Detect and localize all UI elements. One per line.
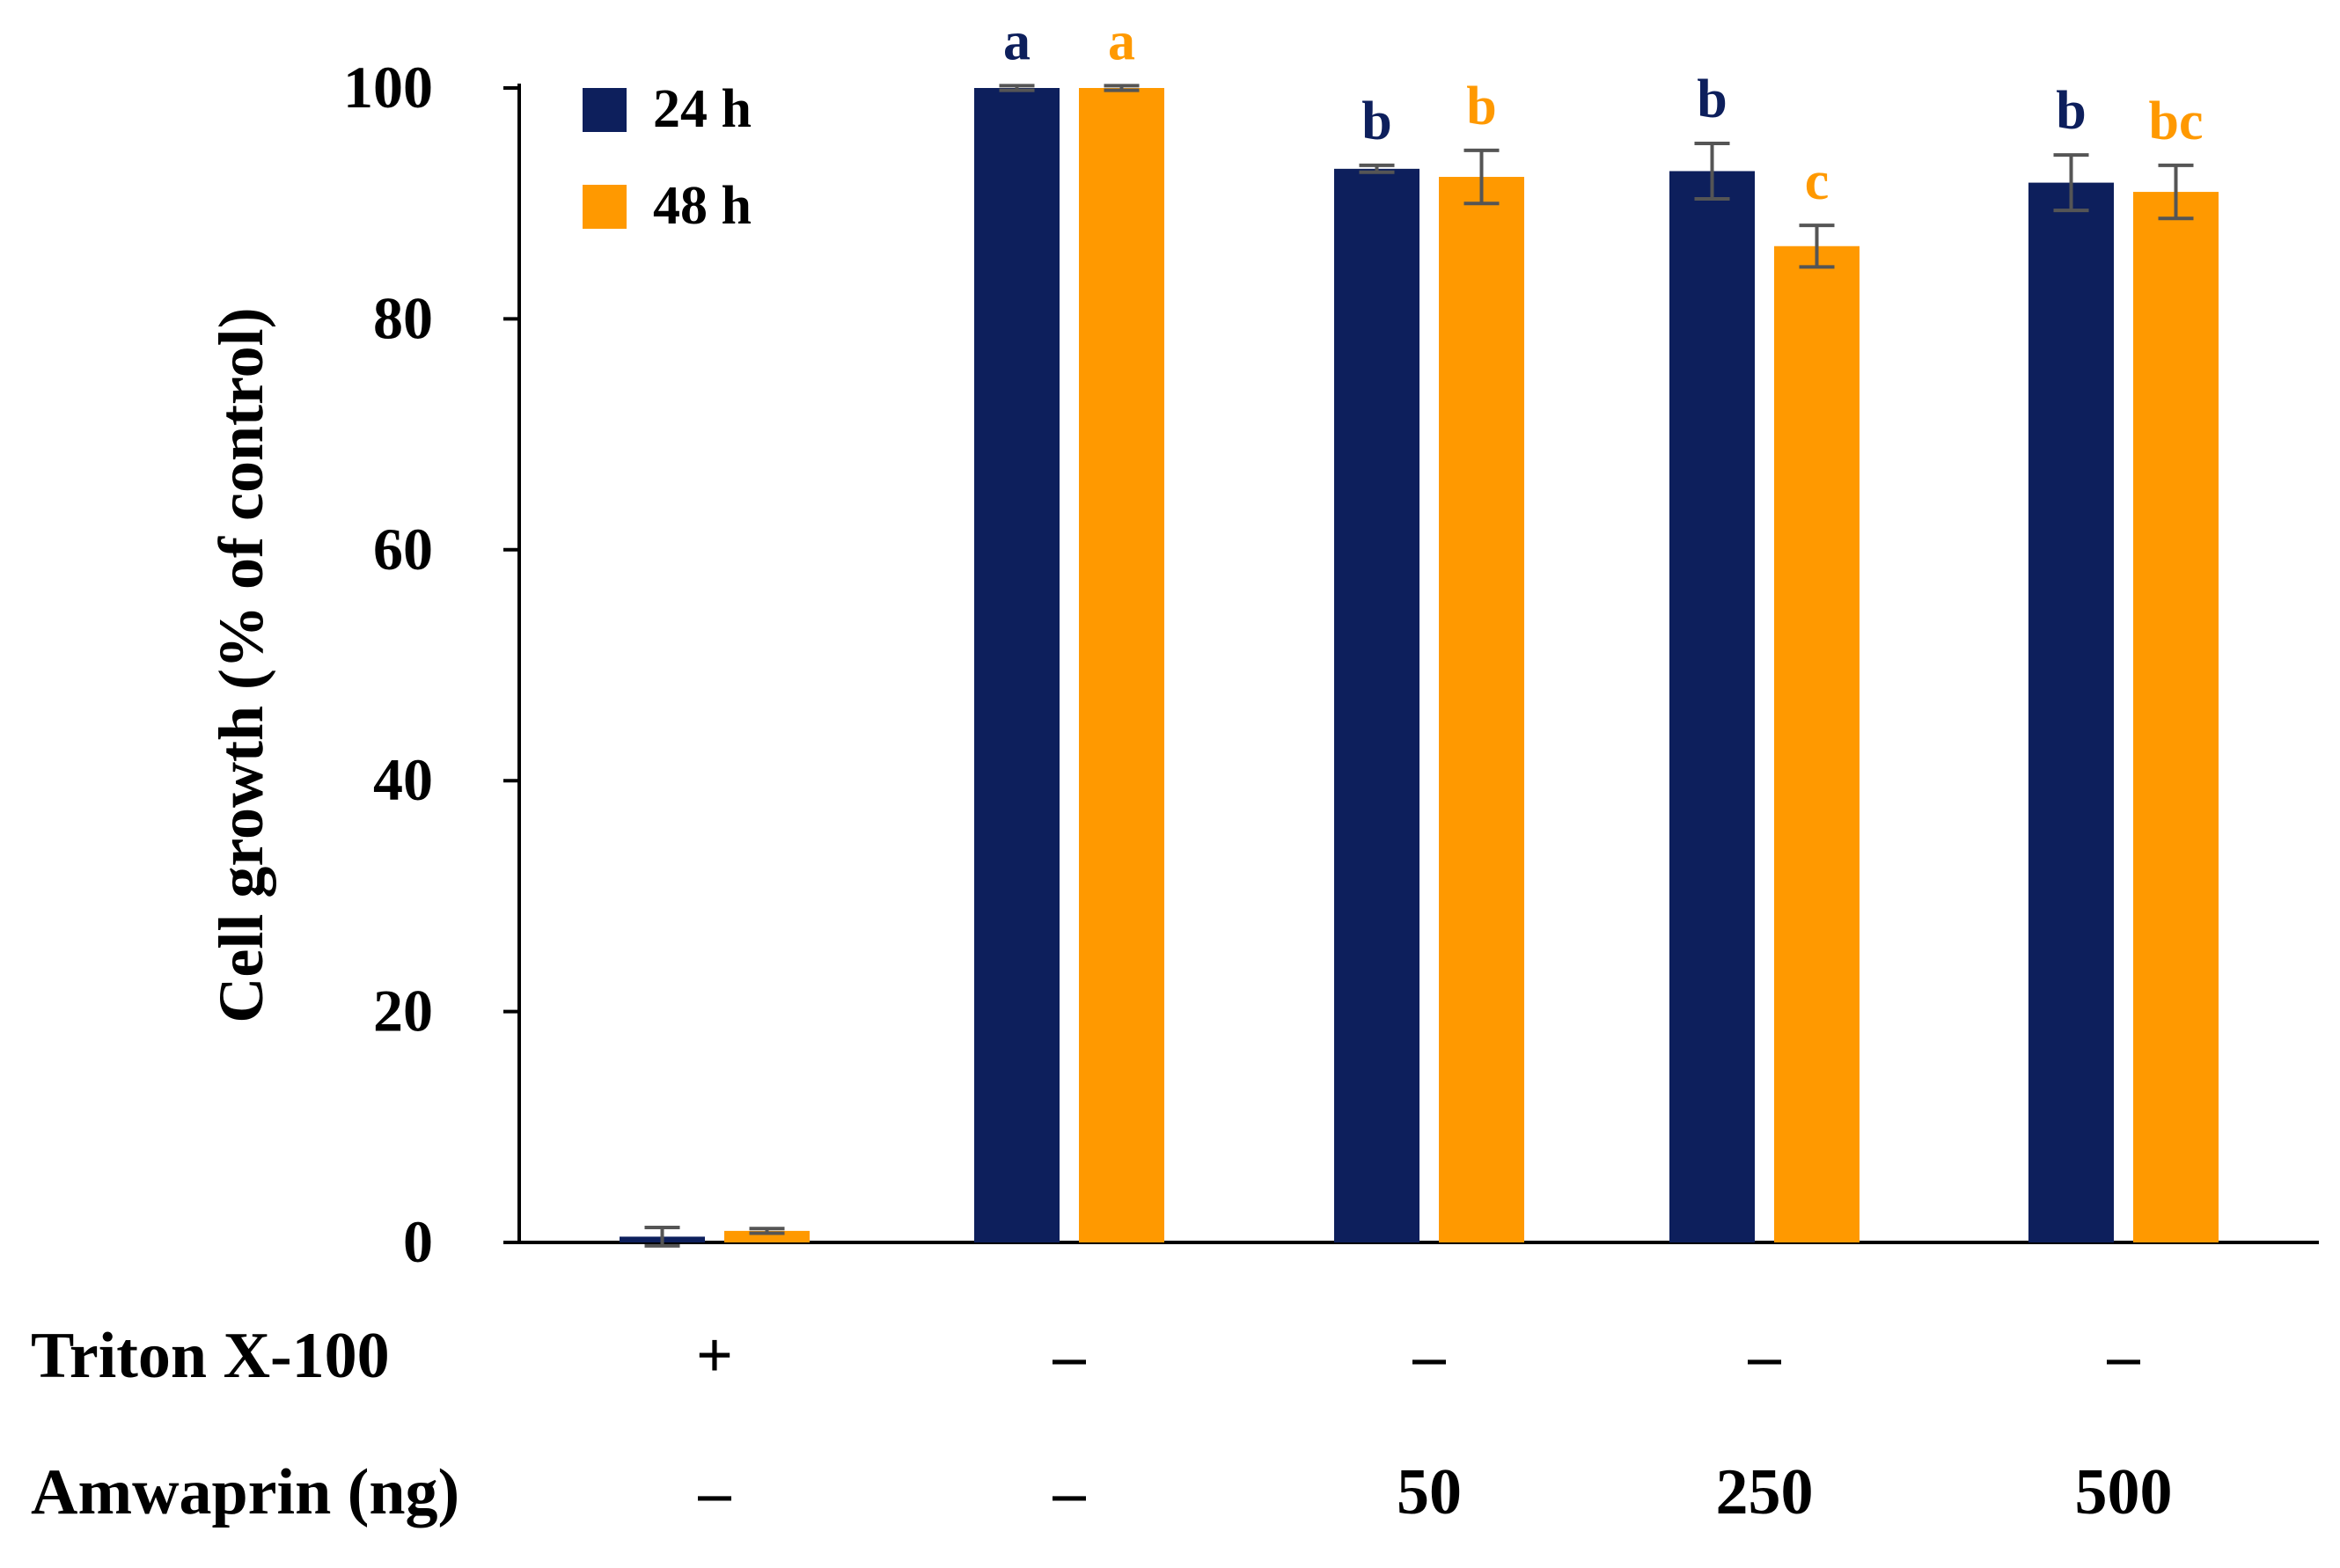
- treatment-value: 50: [1397, 1456, 1462, 1528]
- significance-letter: b: [2056, 81, 2086, 141]
- y-tick-label: 60: [373, 516, 433, 583]
- treatment-value: 500: [2075, 1456, 2173, 1528]
- y-tick-label: 40: [373, 746, 433, 813]
- bar: [974, 88, 1060, 1242]
- significance-letter: a: [1003, 11, 1031, 71]
- treatment-row-label: Triton X-100: [31, 1320, 390, 1392]
- treatment-value: –: [2107, 1320, 2141, 1392]
- bar: [2133, 192, 2219, 1243]
- bar: [1439, 177, 1524, 1242]
- significance-letter: b: [1697, 70, 1727, 129]
- bar: [2028, 182, 2114, 1243]
- y-axis-label: Cell growth (% of control): [206, 307, 276, 1022]
- significance-letter: b: [1466, 77, 1496, 136]
- treatment-value: –: [1748, 1320, 1782, 1392]
- legend-swatch: [583, 185, 627, 229]
- treatment-row-label: Amwaprin (ng): [31, 1456, 459, 1528]
- bar: [1334, 168, 1419, 1243]
- y-tick-label: 100: [343, 54, 433, 121]
- axes: 0 20 40 60 80 100 Cell growth (% of control): [206, 54, 2319, 1275]
- legend-label: 24 h: [653, 79, 752, 139]
- bars: [620, 84, 2219, 1248]
- legend-swatch: [583, 88, 627, 132]
- legend-label: 48 h: [653, 176, 752, 236]
- bar: [724, 1230, 810, 1242]
- y-tick-label: 80: [373, 284, 433, 351]
- significance-letter: a: [1108, 11, 1135, 71]
- treatment-value: +: [696, 1320, 733, 1392]
- treatment-value: –: [1053, 1456, 1087, 1528]
- y-tick-label: 0: [403, 1208, 433, 1275]
- y-tick-label: 20: [373, 978, 433, 1044]
- bar: [1774, 245, 1860, 1242]
- significance-letter: b: [1361, 92, 1391, 151]
- significance-letter: bc: [2149, 92, 2204, 151]
- treatment-value: –: [698, 1456, 732, 1528]
- treatment-value: –: [1412, 1320, 1447, 1392]
- significance-letter: c: [1805, 151, 1830, 211]
- treatment-value: 250: [1716, 1456, 1814, 1528]
- treatment-value: –: [1053, 1320, 1087, 1392]
- bar: [1079, 88, 1164, 1242]
- bar: [1669, 171, 1755, 1243]
